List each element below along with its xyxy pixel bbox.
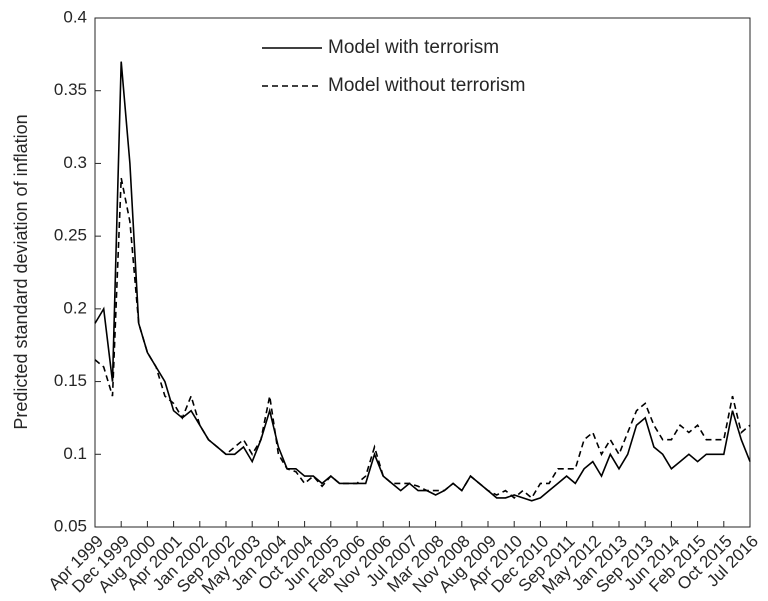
y-tick-label: 0.1 bbox=[63, 444, 87, 463]
legend-label: Model with terrorism bbox=[328, 37, 499, 58]
series-line bbox=[94, 177, 751, 500]
y-tick-label: 0.4 bbox=[63, 7, 87, 26]
y-tick-label: 0.3 bbox=[63, 153, 87, 172]
y-tick-label: 0.35 bbox=[54, 80, 87, 99]
y-tick-label: 0.15 bbox=[54, 371, 87, 390]
y-axis-label: Predicted standard deviation of inflatio… bbox=[11, 114, 31, 429]
y-tick-label: 0.05 bbox=[54, 516, 87, 535]
y-tick-label: 0.2 bbox=[63, 298, 87, 317]
series-line bbox=[94, 61, 751, 502]
legend-label: Model without terrorism bbox=[328, 75, 525, 96]
plot-frame bbox=[94, 17, 751, 528]
y-tick-label: 0.25 bbox=[54, 226, 87, 245]
